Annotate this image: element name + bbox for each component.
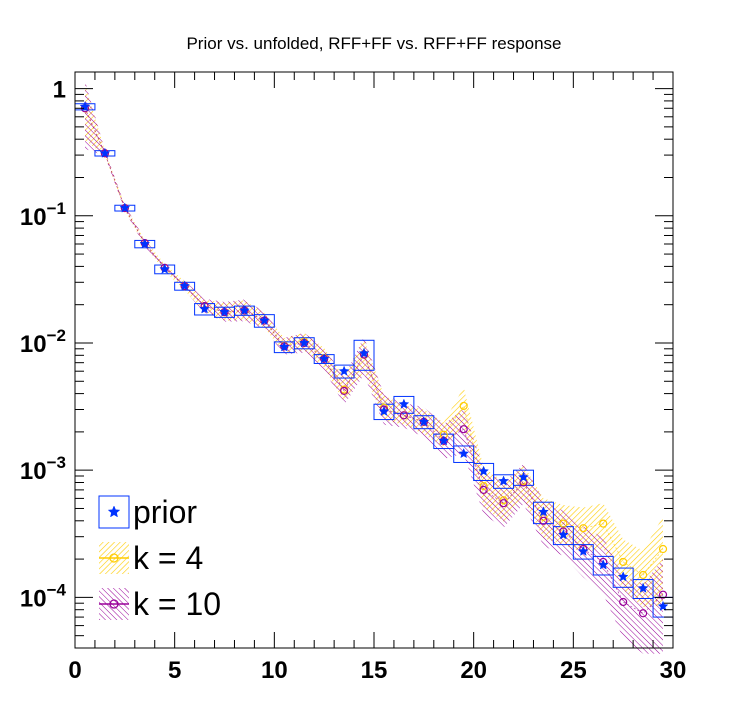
prior-point (99, 147, 111, 158)
k10-point (638, 609, 648, 618)
k10-point (619, 597, 628, 607)
prior-point (239, 304, 250, 316)
prior-box (253, 314, 275, 328)
prior-point (458, 447, 470, 459)
x-tick-label: 10 (261, 657, 288, 684)
k4-point (459, 401, 468, 411)
k10-point (658, 590, 668, 599)
prior-point (438, 435, 450, 446)
prior-point (637, 582, 649, 593)
prior-point (378, 405, 390, 416)
prior-point (199, 303, 210, 314)
prior-box (453, 445, 475, 463)
k10-point (340, 386, 349, 396)
prior-box (572, 544, 594, 560)
k10-point (539, 516, 548, 525)
chart-title: Prior vs. unfolded, RFF+FF vs. RFF+FF re… (186, 34, 562, 53)
k10-point (499, 499, 508, 508)
prior-point (418, 416, 430, 427)
k4-point (559, 519, 568, 528)
prior-box (612, 567, 634, 588)
y-tick-label: 10−3 (20, 453, 66, 485)
x-tick-label: 0 (68, 657, 81, 684)
prior-point (159, 263, 171, 274)
prior-box (413, 415, 435, 430)
k4-point (619, 557, 628, 567)
prior-box (393, 395, 415, 414)
k4-point (658, 544, 668, 554)
prior-point (358, 347, 370, 358)
prior-box (433, 433, 455, 450)
prior-box (632, 579, 654, 599)
y-tick-label: 10−1 (20, 199, 66, 231)
prior-box (473, 462, 495, 481)
prior-point (577, 545, 589, 556)
legend-prior-marker (107, 505, 121, 518)
prior-point (338, 365, 350, 376)
x-tick-label: 20 (460, 657, 487, 684)
k4-point (579, 524, 588, 533)
k4-point (499, 496, 508, 505)
y-tick-label: 10−4 (20, 580, 67, 612)
k10-point (399, 411, 408, 420)
prior-point (278, 341, 290, 352)
legend-label: prior (133, 494, 197, 530)
prior-point (597, 559, 609, 570)
x-tick-label: 25 (560, 657, 587, 684)
prior-point (498, 475, 509, 486)
prior-point (179, 280, 191, 291)
legend-item: prior (98, 494, 197, 530)
prior-point (318, 353, 330, 364)
prior-box (353, 339, 375, 371)
legend-item: k = 10 (99, 586, 221, 622)
k4-point (599, 519, 608, 528)
prior-point (258, 314, 270, 326)
prior-point (617, 571, 629, 582)
k4-point (479, 481, 488, 491)
prior-point (119, 202, 131, 213)
prior-point (538, 506, 549, 517)
k10-point (459, 425, 468, 434)
prior-point (657, 600, 669, 611)
legend-prior-box (98, 495, 130, 529)
legend-marker (109, 599, 119, 609)
k4-point (638, 570, 648, 580)
prior-point (398, 398, 410, 409)
prior-point (557, 529, 569, 540)
prior-point (298, 337, 310, 348)
x-tick-label: 30 (660, 657, 687, 684)
prior-box (532, 501, 554, 525)
legend-label: k = 4 (133, 540, 203, 576)
x-tick-label: 15 (361, 657, 388, 684)
y-tick-label: 1 (53, 77, 66, 104)
legend-label: k = 10 (133, 586, 221, 622)
prior-point (478, 465, 490, 476)
prior-box (513, 469, 534, 486)
legend-item: k = 4 (99, 540, 203, 576)
prior-point (219, 306, 230, 317)
x-tick-label: 5 (168, 657, 181, 684)
prior-box (333, 364, 355, 379)
legend-marker (109, 553, 119, 563)
prior-point (518, 471, 529, 482)
prior-box (592, 555, 614, 576)
k10-point (479, 485, 488, 494)
y-tick-label: 10−2 (20, 326, 66, 358)
prior-point (139, 238, 151, 249)
